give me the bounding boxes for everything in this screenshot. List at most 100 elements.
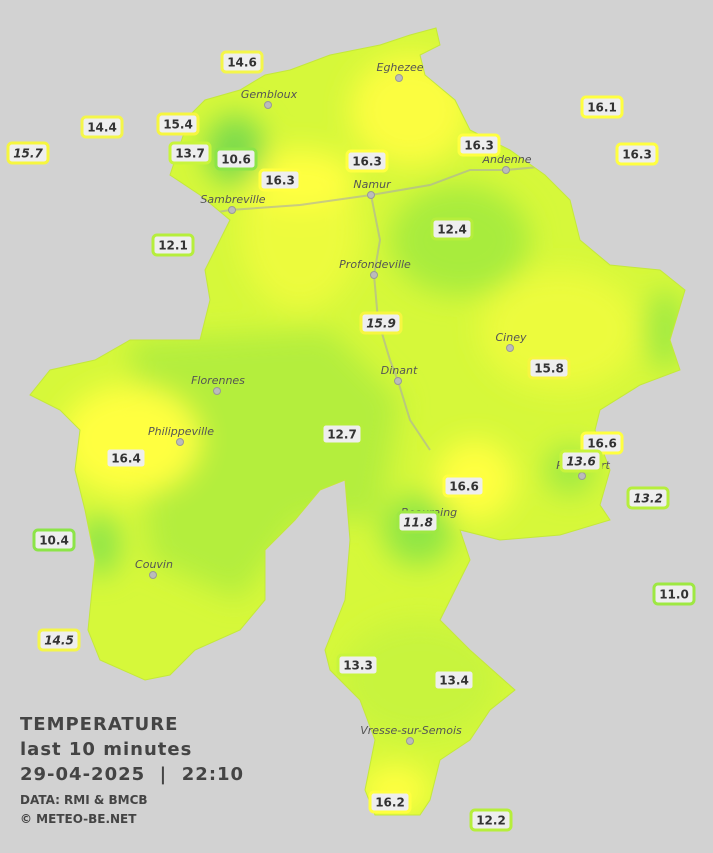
station-value: 16.4: [111, 452, 141, 466]
town-name: Dinant: [381, 364, 418, 377]
station-box: [442, 474, 486, 498]
station: 16.3: [615, 142, 659, 166]
town-name: Profondeville: [339, 258, 411, 271]
station-value: 14.5: [44, 634, 74, 648]
station: 16.1: [580, 95, 624, 119]
station-value: 12.4: [437, 223, 467, 237]
credit: © METEO-BE.NET: [20, 812, 137, 826]
station: 13.6: [559, 449, 603, 473]
station-value: 10.6: [221, 153, 251, 167]
station-value: 12.2: [476, 814, 506, 828]
station-box: [457, 133, 501, 157]
station-value: 13.3: [343, 659, 373, 673]
station-box: [559, 449, 603, 473]
station: 16.3: [345, 149, 389, 173]
station: 12.7: [320, 422, 364, 446]
datetime: 29-04-2025 | 22:10: [20, 764, 244, 785]
station-value: 12.1: [158, 239, 188, 253]
town-dot: [370, 271, 378, 279]
town-dot: [502, 166, 510, 174]
station-box: [156, 112, 200, 136]
station-value: 13.6: [566, 455, 596, 469]
station-value: 16.3: [622, 148, 652, 162]
station: 15.7: [6, 141, 50, 165]
town-dot: [578, 472, 586, 480]
station-value: 15.8: [534, 362, 564, 376]
station: 15.9: [359, 311, 403, 335]
station-value: 12.7: [327, 428, 357, 442]
town-name: Namur: [353, 178, 392, 191]
station-value: 16.2: [375, 796, 405, 810]
station: 13.3: [336, 653, 380, 677]
station-box: [430, 217, 474, 241]
station-box: [37, 628, 81, 652]
station-value: 10.4: [39, 534, 69, 548]
station-value: 11.8: [403, 516, 433, 530]
station-box: [6, 141, 50, 165]
town-dot: [395, 74, 403, 82]
station: 12.1: [151, 233, 195, 257]
station-box: [615, 142, 659, 166]
station: 15.8: [527, 356, 571, 380]
station-box: [258, 168, 302, 192]
town-name: Philippeville: [148, 425, 214, 438]
town-dot: [228, 206, 236, 214]
station: 12.4: [430, 217, 474, 241]
station-value: 16.6: [449, 480, 479, 494]
station: 16.4: [104, 446, 148, 470]
town-dot: [406, 737, 414, 745]
station: 16.3: [457, 133, 501, 157]
town-dot: [264, 101, 272, 109]
legend: TEMPERATURE last 10 minutes 29-04-2025 |…: [20, 714, 244, 826]
station-value: 13.4: [439, 674, 469, 688]
town-name: Gembloux: [241, 88, 298, 101]
station-box: [168, 141, 212, 165]
station: 10.4: [32, 528, 76, 552]
station-value: 13.2: [633, 492, 663, 506]
stations: 14.6 14.4 15.4 15.7 13.7 10.6 16.3 16.3 16.3 16.1…: [6, 50, 696, 832]
station-box: [527, 356, 571, 380]
station-value: 15.4: [163, 118, 193, 132]
town-name: Eghezee: [377, 61, 424, 74]
station: 13.7: [168, 141, 212, 165]
station: 16.6: [442, 474, 486, 498]
station-value: 16.6: [587, 437, 617, 451]
station: 16.6: [580, 431, 624, 455]
station-value: 16.3: [265, 174, 295, 188]
town-name: Vresse-sur-Semois: [360, 724, 462, 737]
station-box: [336, 653, 380, 677]
town-name: Couvin: [135, 558, 173, 571]
town-dot: [367, 191, 375, 199]
station-value: 11.0: [659, 588, 689, 602]
station: 16.3: [258, 168, 302, 192]
station-value: 16.3: [464, 139, 494, 153]
station: 14.6: [220, 50, 264, 74]
station: 15.4: [156, 112, 200, 136]
station-box: [652, 582, 696, 606]
station: 12.2: [469, 808, 513, 832]
station-box: [214, 147, 258, 171]
town-name: Ciney: [496, 331, 527, 344]
station-box: [432, 668, 476, 692]
station-box: [368, 790, 412, 814]
station: 13.2: [626, 486, 670, 510]
station: 11.0: [652, 582, 696, 606]
town-dot: [149, 571, 157, 579]
town-dot: [176, 438, 184, 446]
station-value: 14.4: [87, 121, 117, 135]
station-value: 16.1: [587, 101, 617, 115]
station-box: [320, 422, 364, 446]
station: 13.4: [432, 668, 476, 692]
station-value: 16.3: [352, 155, 382, 169]
station-box: [104, 446, 148, 470]
station-box: [469, 808, 513, 832]
town-dot: [506, 344, 514, 352]
station: 10.6: [214, 147, 258, 171]
station-value: 15.7: [13, 147, 43, 161]
station-value: 13.7: [175, 147, 205, 161]
station-value: 15.9: [366, 317, 396, 331]
station: 14.4: [80, 115, 124, 139]
town-dot: [394, 377, 402, 385]
station-box: [359, 311, 403, 335]
